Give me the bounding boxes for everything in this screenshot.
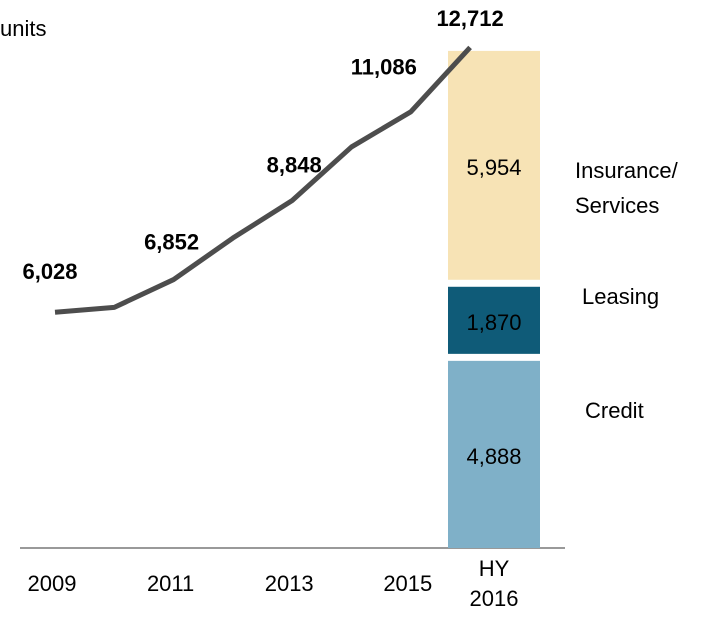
- x-tick-label: 2011: [147, 571, 194, 596]
- bar-segment: [448, 50, 540, 280]
- x-tick-label: 2009: [28, 571, 77, 596]
- data-label: 6,852: [144, 229, 199, 254]
- x-tick-label: HY 2016: [470, 556, 519, 611]
- unit-label: units: [0, 16, 46, 41]
- bar-segment: [448, 286, 540, 354]
- data-label: 6,028: [22, 259, 77, 284]
- series-name: Insurance/Services: [575, 158, 679, 218]
- segment-label: 4,888: [466, 444, 521, 469]
- bar-segment: [448, 360, 540, 548]
- x-tick-label: 2013: [265, 571, 314, 596]
- segment-label: 1,870: [466, 310, 521, 335]
- data-label: 8,848: [267, 152, 322, 177]
- data-label: 11,086: [351, 55, 417, 80]
- x-tick-label: 2015: [383, 571, 432, 596]
- data-label: 12,712: [436, 6, 503, 31]
- data-line: [54, 45, 472, 315]
- segment-label: 5,954: [466, 155, 521, 180]
- series-name: Leasing: [582, 284, 659, 309]
- series-name: Credit: [585, 398, 644, 423]
